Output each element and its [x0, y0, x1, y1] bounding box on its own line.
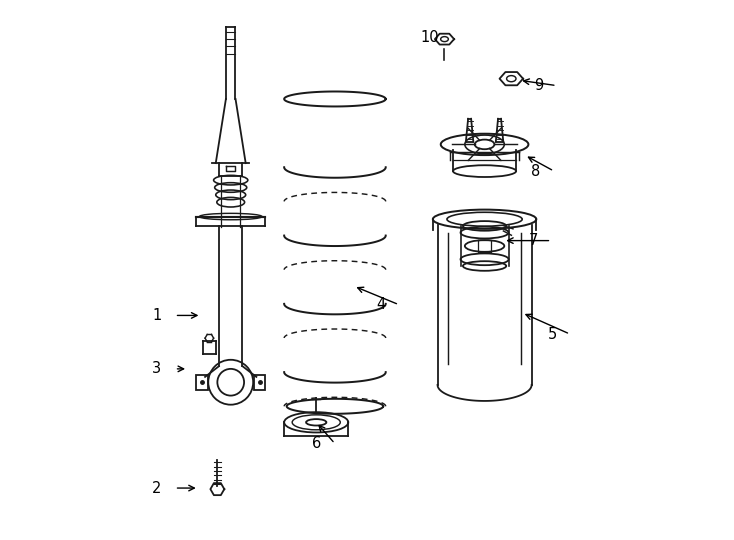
Bar — [254, 375, 266, 390]
Text: 8: 8 — [531, 164, 541, 179]
Text: 4: 4 — [377, 297, 385, 312]
Text: 1: 1 — [152, 308, 161, 323]
Bar — [196, 375, 208, 390]
Text: 3: 3 — [152, 361, 161, 376]
Text: 5: 5 — [548, 327, 556, 342]
Text: 2: 2 — [152, 481, 161, 496]
Text: 6: 6 — [313, 436, 321, 451]
Text: 9: 9 — [534, 78, 543, 93]
Text: 10: 10 — [421, 30, 439, 45]
Text: 7: 7 — [528, 233, 538, 248]
